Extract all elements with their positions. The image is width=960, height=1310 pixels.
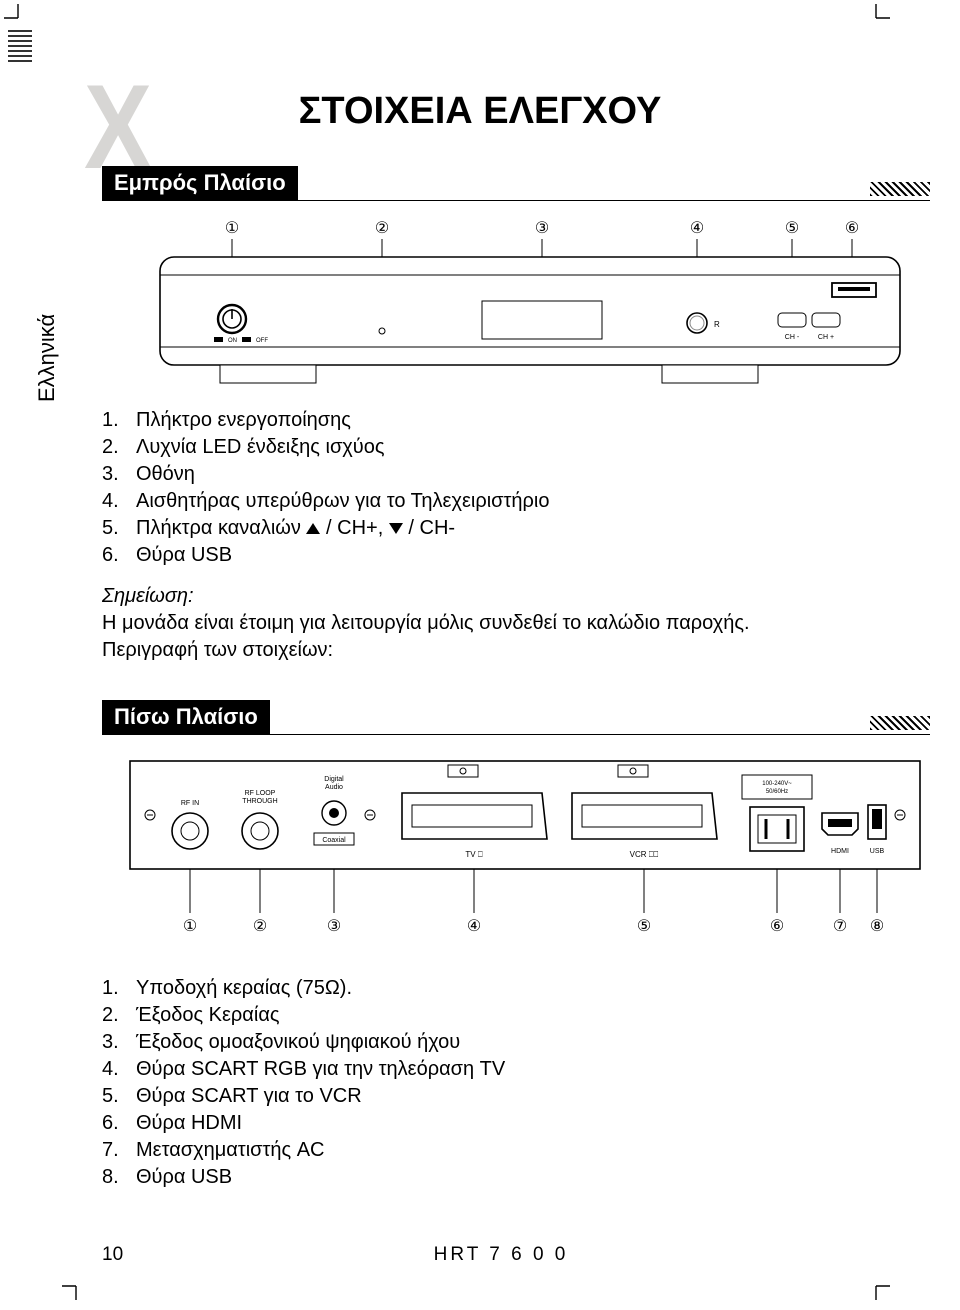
list-item: 8.Θύρα USB [102, 1164, 900, 1191]
list-item: 5.Θύρα SCART για το VCR [102, 1083, 900, 1110]
svg-text:⑤: ⑤ [637, 918, 651, 935]
crop-mark-tr [866, 4, 890, 34]
section-underline [102, 734, 930, 735]
page-title: ΣΤΟΙΧΕΙΑ ΕΛΕΓΧΟΥ [0, 90, 960, 133]
note-block: Σημείωση: Η μονάδα είναι έτοιμη για λειτ… [102, 583, 900, 664]
svg-text:RF IN: RF IN [181, 800, 199, 807]
front-panel-section: Εμπρός Πλαίσιο ① ② ③ ④ ⑤ ⑥ [0, 158, 960, 664]
svg-text:TV ⎕: TV ⎕ [465, 850, 482, 859]
svg-text:Coaxial: Coaxial [322, 837, 346, 844]
svg-text:THROUGH: THROUGH [242, 798, 277, 805]
list-item: 2.Έξοδος Κεραίας [102, 1002, 900, 1029]
crop-mark-bl [62, 1276, 86, 1306]
section-header-bar: Εμπρός Πλαίσιο [0, 166, 960, 200]
front-header: Εμπρός Πλαίσιο [102, 166, 298, 200]
svg-text:②: ② [375, 220, 389, 237]
list-item: 1.Πλήκτρο ενεργοποίησης [102, 407, 900, 434]
svg-text:②: ② [253, 918, 267, 935]
svg-text:⑤: ⑤ [785, 220, 799, 237]
svg-text:CH +: CH + [818, 334, 834, 341]
list-item: 3.Έξοδος ομοαξονικού ψηφιακού ήχου [102, 1029, 900, 1056]
list-item: 4.Αισθητήρας υπερύθρων για το Τηλεχειρισ… [102, 488, 900, 515]
svg-text:HDMI: HDMI [831, 848, 849, 855]
svg-text:Digital: Digital [324, 776, 344, 783]
list-item: 6.Θύρα HDMI [102, 1110, 900, 1137]
svg-text:①: ① [183, 918, 197, 935]
svg-text:③: ③ [535, 220, 549, 237]
svg-text:①: ① [225, 220, 239, 237]
rear-panel-section: Πίσω Πλαίσιο RF IN RF LOOP THROUGH Digit… [0, 692, 960, 1191]
page-footer: 10 HRT 7 6 0 0 [102, 1244, 900, 1266]
list-item: 5.Πλήκτρα καναλιών / CH+, / CH- [102, 515, 900, 542]
model-number: HRT 7 6 0 0 [434, 1244, 569, 1266]
svg-text:⑥: ⑥ [845, 220, 859, 237]
svg-text:⑥: ⑥ [770, 918, 784, 935]
svg-text:OFF: OFF [256, 338, 268, 344]
list-item: 4.Θύρα SCART RGB για την τηλεόραση TV [102, 1056, 900, 1083]
svg-text:⑦: ⑦ [833, 918, 847, 935]
svg-text:100-240V~: 100-240V~ [762, 781, 792, 787]
rear-panel-diagram: RF IN RF LOOP THROUGH Digital Audio Coax… [102, 753, 930, 945]
list-item: 2.Λυχνία LED ένδειξης ισχύος [102, 434, 900, 461]
section-underline [102, 200, 930, 201]
svg-text:⑧: ⑧ [870, 918, 884, 935]
front-item-list: 1.Πλήκτρο ενεργοποίησης 2.Λυχνία LED ένδ… [102, 407, 900, 664]
svg-text:④: ④ [467, 918, 481, 935]
svg-text:Audio: Audio [325, 784, 343, 791]
section-header-bar: Πίσω Πλαίσιο [0, 700, 960, 734]
list-item: 3.Οθόνη [102, 461, 900, 488]
svg-text:④: ④ [690, 220, 704, 237]
svg-text:VCR ⎕⎕: VCR ⎕⎕ [630, 850, 659, 859]
svg-text:USB: USB [870, 848, 885, 855]
rear-item-list: 1.Υποδοχή κεραίας (75Ω). 2.Έξοδος Κεραία… [102, 975, 900, 1191]
svg-text:R: R [714, 320, 720, 329]
svg-text:ON: ON [228, 338, 237, 344]
svg-text:50/60Hz: 50/60Hz [766, 789, 788, 795]
svg-text:③: ③ [327, 918, 341, 935]
crop-mark-br [866, 1276, 890, 1306]
side-line-decoration [8, 30, 32, 65]
list-item: 6.Θύρα USB [102, 542, 900, 569]
rear-header: Πίσω Πλαίσιο [102, 700, 270, 734]
svg-text:RF LOOP: RF LOOP [245, 790, 276, 797]
list-item: 1.Υποδοχή κεραίας (75Ω). [102, 975, 900, 1002]
svg-text:CH -: CH - [785, 334, 800, 341]
page-number: 10 [102, 1244, 123, 1265]
list-item: 7.Μετασχηματιστής AC [102, 1137, 900, 1164]
front-panel-diagram: ① ② ③ ④ ⑤ ⑥ ON OFF [102, 219, 930, 389]
